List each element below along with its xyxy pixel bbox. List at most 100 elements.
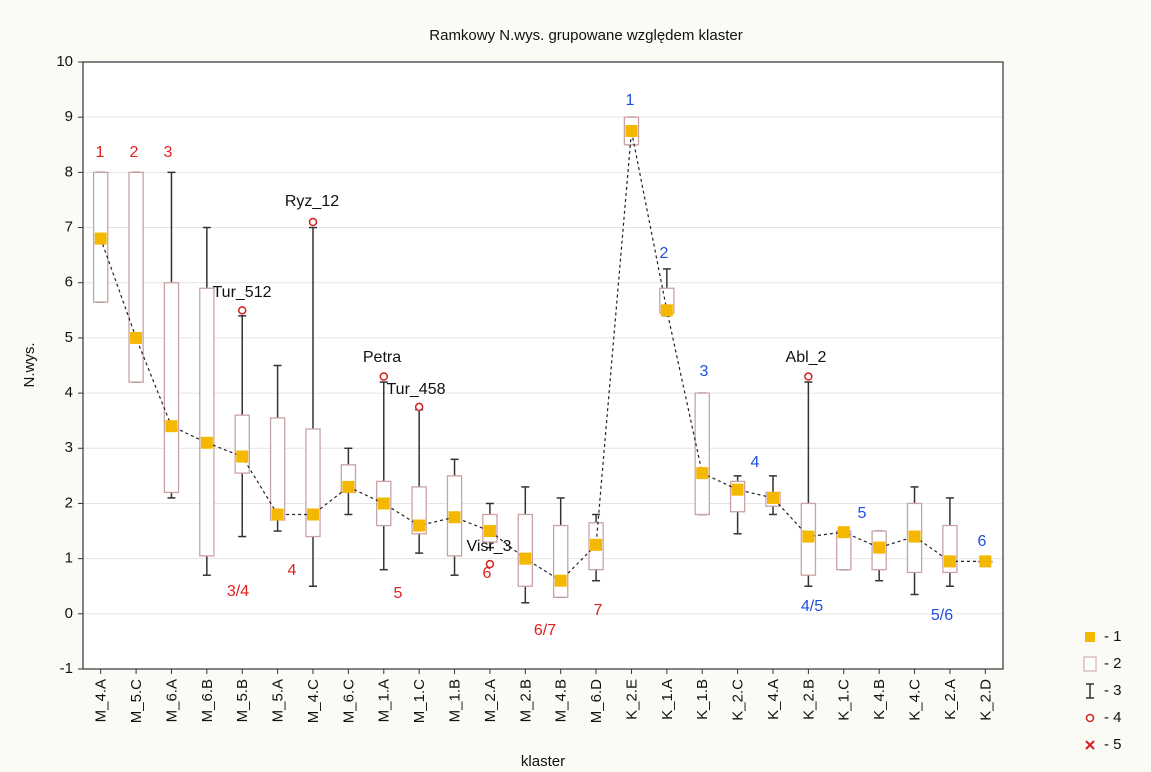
- outlier: [485, 559, 495, 569]
- box: [234, 414, 250, 474]
- x-tick-label: M_5.A: [270, 679, 287, 722]
- y-tick-label: 9: [65, 108, 73, 125]
- annotation: Tur_512: [213, 284, 272, 301]
- median: [590, 538, 603, 551]
- x-tick-label: M_6.D: [588, 679, 605, 723]
- annotation: 4/5: [801, 598, 823, 615]
- x-tick-label: K_2.C: [730, 679, 747, 721]
- median: [236, 450, 249, 463]
- outlier: [308, 217, 318, 227]
- annotation: 3/4: [227, 583, 249, 600]
- box: [517, 513, 534, 587]
- box: [694, 392, 710, 516]
- x-tick-label: M_4.C: [305, 679, 322, 723]
- legend-icon: [1085, 632, 1095, 642]
- annotation: 7: [594, 602, 603, 619]
- median: [413, 519, 426, 532]
- annotation: Visr_3: [466, 538, 511, 555]
- median: [554, 574, 567, 587]
- box: [199, 287, 215, 557]
- y-tick-label: 2: [65, 494, 73, 511]
- y-tick-label: 1: [65, 550, 73, 567]
- legend-label: - 2: [1104, 655, 1122, 672]
- annotation: 6/7: [534, 622, 556, 639]
- annotation: 1: [626, 92, 635, 109]
- x-tick-label: K_1.B: [694, 679, 711, 720]
- box: [163, 282, 180, 494]
- median: [731, 483, 744, 496]
- legend-icon: [1086, 683, 1094, 699]
- box: [269, 417, 286, 521]
- plot-frame: [82, 61, 1004, 670]
- y-tick-label: 0: [65, 605, 73, 622]
- y-tick-label: 8: [65, 163, 73, 180]
- x-axis-label: klaster: [521, 753, 565, 770]
- annotation: 1: [96, 144, 105, 161]
- x-tick-label: K_4.C: [907, 679, 924, 721]
- annotation: 5/6: [931, 607, 953, 624]
- median: [448, 511, 461, 524]
- median: [873, 541, 886, 554]
- legend-label: - 4: [1104, 709, 1122, 726]
- annotation: 4: [751, 454, 760, 471]
- outlier: [414, 402, 424, 412]
- legend-icon: [1085, 740, 1095, 750]
- x-tick-label: M_1.A: [376, 679, 393, 722]
- median: [519, 552, 532, 565]
- x-tick-label: M_6.C: [340, 679, 357, 723]
- x-tick-label: M_6.A: [163, 679, 180, 722]
- median: [625, 124, 638, 137]
- x-tick-label: K_4.A: [765, 679, 782, 720]
- legend-label: - 1: [1104, 628, 1122, 645]
- median: [943, 555, 956, 568]
- y-tick-label: 5: [65, 329, 73, 346]
- x-tick-label: M_4.B: [553, 679, 570, 722]
- median: [908, 530, 921, 543]
- y-tick-label: 6: [65, 274, 73, 291]
- y-tick-label: 10: [56, 53, 73, 70]
- x-tick-label: M_4.A: [93, 679, 110, 722]
- median: [979, 555, 992, 568]
- annotation: 5: [858, 505, 867, 522]
- outlier: [237, 306, 247, 315]
- plot-area: [83, 62, 1003, 669]
- x-tick-label: K_1.A: [659, 679, 676, 720]
- x-tick-label: K_2.B: [800, 679, 817, 720]
- y-tick-label: 3: [65, 439, 73, 456]
- chart-title: Ramkowy N.wys. grupowane względem klaste…: [429, 27, 742, 44]
- legend-icon: [1083, 656, 1097, 672]
- annotation: 6: [483, 565, 492, 582]
- legend-label: - 3: [1104, 682, 1122, 699]
- x-tick-label: M_6.B: [199, 679, 216, 722]
- x-tick-label: K_2.E: [623, 679, 640, 720]
- y-tick-label: 7: [65, 219, 73, 236]
- legend-label: - 5: [1104, 736, 1122, 753]
- annotation: 5: [394, 585, 403, 602]
- median: [837, 526, 850, 539]
- legend-icon: [1085, 713, 1095, 723]
- median: [767, 491, 779, 504]
- annotation: Tur_458: [387, 381, 446, 398]
- x-tick-label: K_1.C: [836, 679, 853, 721]
- median: [200, 436, 213, 449]
- x-tick-label: M_1.C: [411, 679, 428, 723]
- annotation: 3: [700, 363, 709, 380]
- outlier: [804, 372, 813, 381]
- median: [271, 508, 284, 521]
- median: [660, 304, 673, 317]
- x-tick-label: K_4.B: [871, 679, 888, 720]
- y-axis-label: N.wys.: [21, 343, 38, 388]
- y-tick-label: -1: [60, 660, 73, 677]
- median: [94, 232, 107, 245]
- y-tick-label: 4: [65, 384, 73, 401]
- annotation: Petra: [363, 349, 401, 366]
- annotation: 2: [130, 144, 139, 161]
- median: [307, 508, 319, 521]
- median: [696, 467, 709, 480]
- x-tick-label: M_1.B: [447, 679, 464, 722]
- x-tick-label: M_2.A: [482, 679, 499, 722]
- annotation: Abl_2: [786, 349, 827, 366]
- annotation: 3: [164, 144, 173, 161]
- x-tick-label: M_5.C: [128, 679, 145, 723]
